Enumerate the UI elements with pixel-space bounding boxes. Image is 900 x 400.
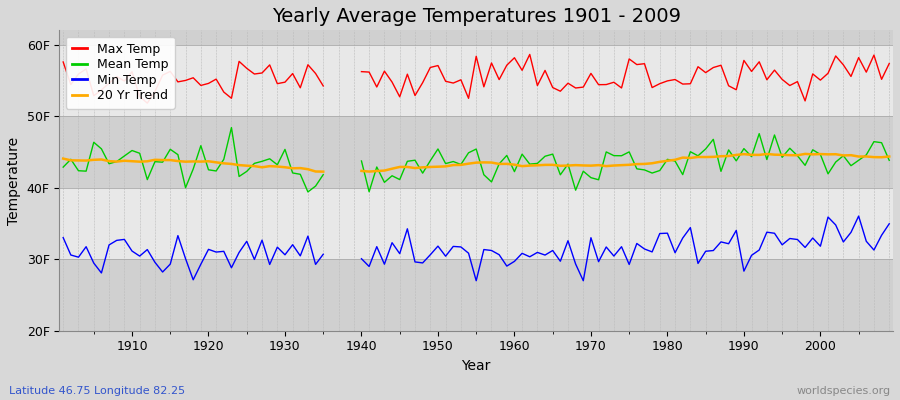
Bar <box>59 116 893 188</box>
Text: worldspecies.org: worldspecies.org <box>796 386 891 396</box>
Title: Yearly Average Temperatures 1901 - 2009: Yearly Average Temperatures 1901 - 2009 <box>272 7 680 26</box>
Bar <box>59 188 893 259</box>
Y-axis label: Temperature: Temperature <box>7 136 21 224</box>
Text: Latitude 46.75 Longitude 82.25: Latitude 46.75 Longitude 82.25 <box>9 386 185 396</box>
X-axis label: Year: Year <box>462 359 490 373</box>
Bar <box>59 30 893 44</box>
Legend: Max Temp, Mean Temp, Min Temp, 20 Yr Trend: Max Temp, Mean Temp, Min Temp, 20 Yr Tre… <box>66 36 175 108</box>
Bar <box>59 44 893 116</box>
Bar <box>59 259 893 331</box>
